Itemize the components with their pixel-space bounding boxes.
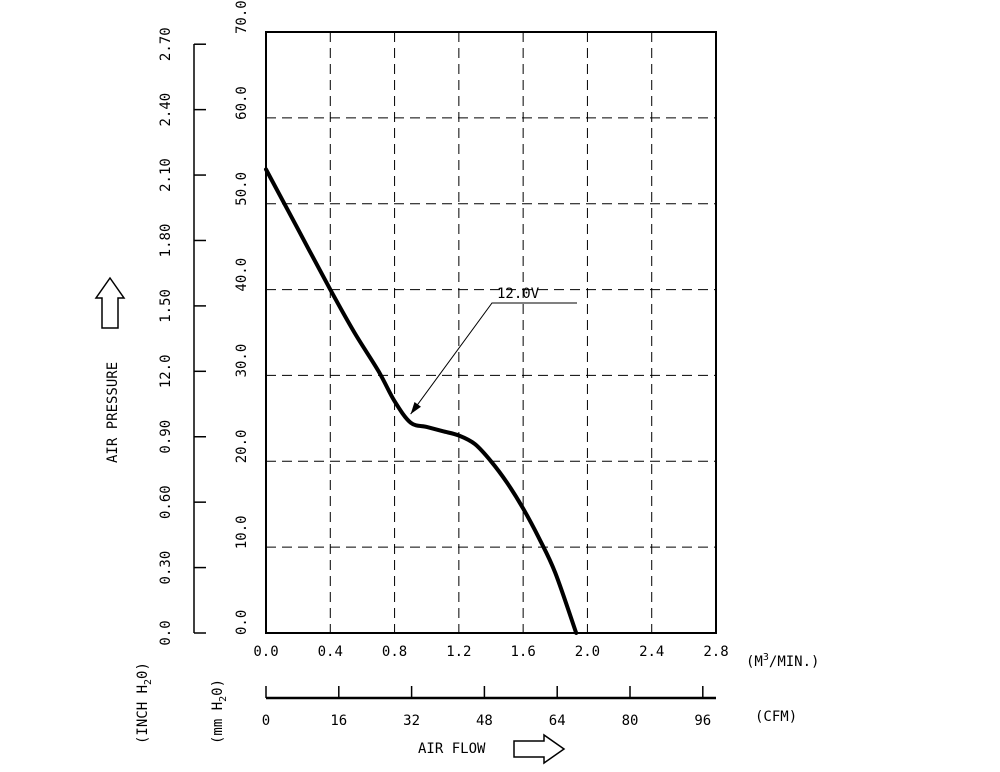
mm-h2o-axis: 0.0 10.0 20.0 30.0 40.0 50.0 60.0 70.0	[234, 0, 250, 635]
inch-h2o-axis: 0.0 0.30 0.60 0.90 12.0 1.50 1.80 2.10 2.40 2.70	[158, 27, 206, 646]
x-tick-label: 1.2	[446, 644, 471, 660]
inch-tick-label: 0.30	[158, 551, 174, 585]
y-tick-label: 50.0	[234, 172, 250, 206]
annotation-label: 12.0V	[497, 286, 540, 302]
air-pressure-label: AIR PRESSURE	[105, 362, 121, 463]
cfm-tick-label: 80	[622, 713, 639, 729]
air-pressure-arrow-icon	[94, 276, 126, 329]
inch-tick-label: 1.80	[158, 224, 174, 258]
x-tick-label: 1.6	[510, 644, 535, 660]
y-tick-label: 20.0	[234, 430, 250, 464]
inch-tick-label: 2.40	[158, 93, 174, 127]
x-tick-label: 2.4	[639, 644, 664, 660]
inch-tick-label: 0.60	[158, 485, 174, 519]
cfm-tick-label: 16	[330, 713, 347, 729]
series-line-12v	[264, 167, 579, 635]
y-tick-label: 30.0	[234, 344, 250, 378]
x-tick-label: 2.0	[575, 644, 600, 660]
inch-tick-label: 0.90	[158, 420, 174, 454]
x-tick-label: 2.8	[703, 644, 728, 660]
y-tick-label: 40.0	[234, 258, 250, 292]
inch-tick-label: 2.70	[158, 27, 174, 61]
y-tick-label: 60.0	[234, 86, 250, 120]
x-tick-label: 0.4	[318, 644, 343, 660]
cfm-tick-label: 64	[549, 713, 566, 729]
inch-tick-label: 0.0	[158, 620, 174, 645]
x-tick-label: 0.8	[382, 644, 407, 660]
x-axis-unit-label: (M3/MIN.)	[746, 652, 819, 670]
y-tick-label: 10.0	[234, 515, 250, 549]
gridlines	[266, 32, 716, 633]
annotation-arrowhead	[410, 402, 421, 415]
annotation-leader-line	[410, 302, 577, 415]
cfm-tick-label: 96	[694, 713, 711, 729]
air-flow-label: AIR FLOW	[418, 741, 486, 757]
x-tick-label: 0.0	[253, 644, 278, 660]
cfm-axis: 0 16 32 48 64 80 96	[262, 686, 716, 729]
inch-h2o-unit-label: (INCH H20)	[135, 662, 154, 744]
inch-tick-label: 2.10	[158, 158, 174, 192]
inch-tick-label: 12.0	[158, 354, 174, 388]
air-flow-arrow-icon	[513, 733, 566, 765]
y-tick-label: 0.0	[234, 610, 250, 635]
cfm-unit-label: (CFM)	[755, 709, 797, 725]
annotation: 12.0V	[410, 286, 577, 415]
cfm-tick-label: 0	[262, 713, 270, 729]
mm-h2o-unit-label: (mm H20)	[210, 679, 229, 744]
y-tick-label: 70.0	[234, 0, 250, 34]
cfm-tick-label: 32	[403, 713, 420, 729]
cfm-tick-label: 48	[476, 713, 493, 729]
plot-frame	[265, 31, 717, 634]
inch-tick-label: 1.50	[158, 289, 174, 323]
m3-min-axis: 0.0 0.4 0.8 1.2 1.6 2.0 2.4 2.8	[253, 644, 728, 660]
